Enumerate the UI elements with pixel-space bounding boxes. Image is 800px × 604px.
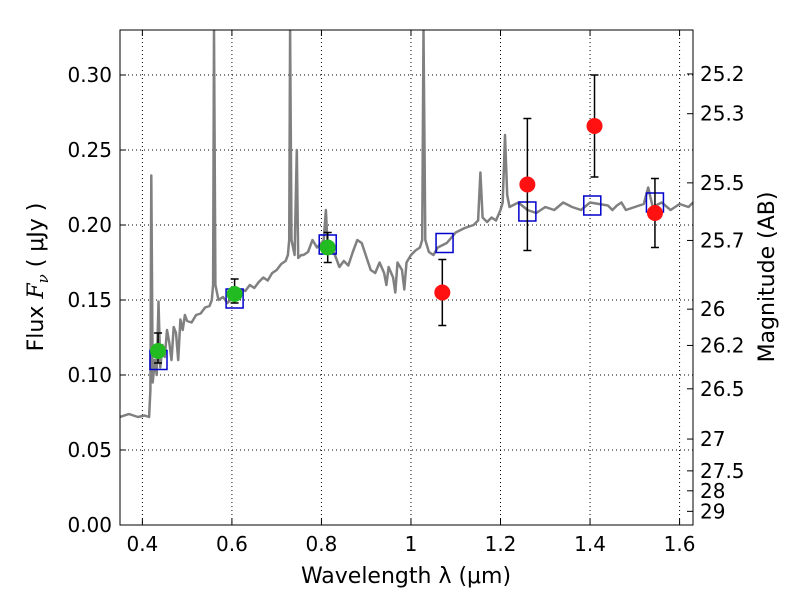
spectrum-line [120, 30, 693, 419]
red-data-point [646, 205, 663, 221]
green-data-point [319, 239, 336, 256]
mag-tick-label: 26 [700, 297, 725, 321]
y-tick-label: 0.20 [67, 213, 112, 237]
mag-tick-label: 29 [700, 499, 725, 523]
model-flux-square [583, 195, 602, 216]
mag-tick-label: 25.5 [700, 171, 745, 195]
y-axis-label: Flux Fν ( μJy ) [24, 203, 52, 352]
data-marks [149, 74, 665, 371]
x-tick-label: 1.2 [485, 532, 517, 556]
plot-frame [119, 29, 694, 526]
right-axis-label: Magnitude (AB) [755, 192, 780, 363]
x-tick-label: 0.4 [126, 532, 158, 556]
y-axis-label-nu: ν [34, 274, 52, 283]
x-tick-label: 0.6 [216, 532, 248, 556]
y-axis-label-flux: Flux [24, 299, 49, 352]
template-spectrum [120, 30, 693, 419]
x-tick-label: 1.4 [574, 532, 606, 556]
mag-tick-label: 25.7 [700, 228, 745, 252]
y-axis-label-unit: ( μJy ) [24, 203, 49, 275]
mag-tick-label: 27 [700, 427, 725, 451]
y-tick-label: 0.05 [67, 438, 112, 462]
x-tick-label: 1 [405, 532, 418, 556]
mag-tick-label: 28 [700, 479, 725, 503]
red-data-point [434, 284, 451, 301]
x-axis-label: Wavelength λ (μm) [301, 564, 511, 589]
x-tick-label: 1.6 [664, 532, 696, 556]
mag-tick-label: 26.5 [700, 377, 745, 401]
y-tick-label: 0.00 [67, 513, 112, 537]
mag-tick-label: 25.3 [700, 102, 745, 126]
axis-ticks: 0.4 0.6 0.8 1 1.2 1.4 1.6 0.00 0.05 0.10 0.15 0.20 0… [67, 30, 745, 556]
mag-tick-label: 25.2 [700, 62, 745, 86]
y-axis-label-fnu: F [24, 283, 49, 300]
model-flux-square [435, 232, 454, 254]
mag-tick-label: 27.5 [700, 459, 745, 483]
green-data-point [226, 286, 243, 302]
red-data-point [586, 118, 603, 134]
mag-tick-label: 26.2 [700, 333, 745, 357]
red-data-point [519, 176, 536, 193]
grid-lines [120, 30, 693, 526]
y-tick-label: 0.15 [67, 288, 112, 312]
y-tick-label: 0.10 [67, 363, 112, 387]
y-tick-label: 0.30 [67, 63, 112, 87]
green-data-point [150, 343, 167, 359]
x-tick-label: 0.8 [306, 532, 338, 556]
y-tick-label: 0.25 [67, 138, 112, 162]
